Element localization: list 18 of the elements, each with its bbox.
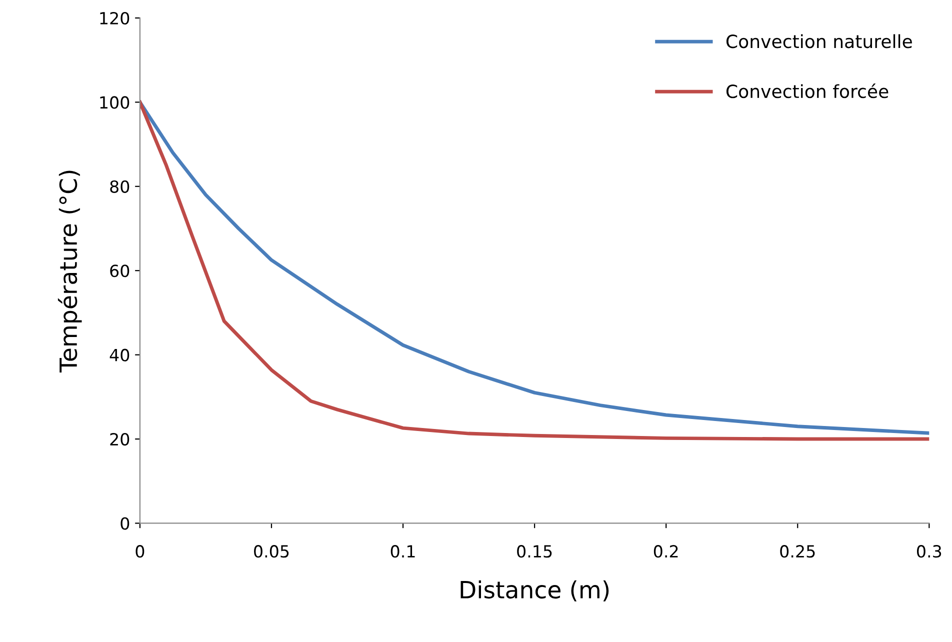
y-tick-label: 20 (110, 432, 130, 446)
x-tick-label: 0.05 (254, 545, 289, 558)
x-tick-label: 0.15 (517, 545, 552, 558)
x-tick-label: 0.2 (654, 545, 678, 558)
x-tick-label: 0.3 (917, 545, 942, 558)
x-tick-label: 0.1 (390, 545, 415, 558)
x-tick-label: 0 (136, 545, 144, 558)
y-axis-title: Température (°C) (58, 170, 82, 373)
legend-label: Convection forcée (726, 83, 888, 98)
y-tick-label: 80 (110, 180, 130, 193)
y-tick-label: 0 (120, 517, 130, 530)
y-tick-label: 120 (100, 12, 130, 25)
y-tick-label: 60 (110, 264, 130, 278)
y-tick-label: 40 (110, 348, 130, 362)
x-tick-label: 0.25 (780, 545, 815, 558)
x-axis-title: Distance (m) (460, 580, 609, 602)
legend-label: Convection naturelle (726, 34, 912, 48)
y-tick-label: 100 (100, 96, 130, 109)
